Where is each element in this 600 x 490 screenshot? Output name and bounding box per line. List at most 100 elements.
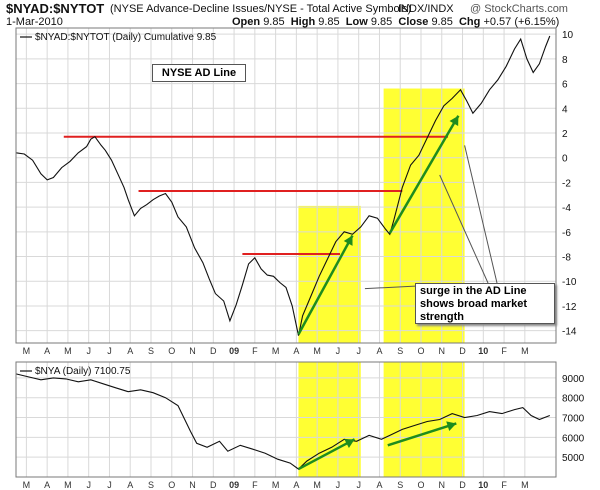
nyse-ad-line-badge: NYSE AD Line <box>152 64 246 82</box>
x-tick-label: D <box>459 480 466 490</box>
legend-label: $NYAD:$NYTOT (Daily) Cumulative 9.85 <box>35 32 217 43</box>
chg-label: Chg <box>458 16 481 28</box>
price-series-line <box>15 373 550 470</box>
x-tick-label: 09 <box>229 346 239 356</box>
y-tick-label: 6 <box>562 80 568 91</box>
trend-arrow-shaft <box>387 422 457 447</box>
x-tick-label: 10 <box>478 346 488 356</box>
symbol-title: $NYAD:$NYTOT <box>6 1 105 16</box>
watermark: @ StockCharts.com <box>470 3 568 15</box>
x-tick-label: A <box>44 346 50 356</box>
x-tick-label: N <box>189 346 196 356</box>
exchange-label: INDX/INDX <box>398 3 454 15</box>
x-tick-label: M <box>272 480 280 490</box>
x-tick-label: S <box>397 346 403 356</box>
x-tick-label: O <box>417 346 424 356</box>
x-tick-label: M <box>64 346 72 356</box>
x-tick-label: J <box>336 346 341 356</box>
open-label: Open <box>232 16 261 28</box>
close-value: 9.85 <box>431 16 453 28</box>
x-tick-label: A <box>127 480 133 490</box>
open-value: 9.85 <box>263 16 285 28</box>
annotation-line-1: surge in the AD Line <box>420 285 527 297</box>
trend-arrow-shaft <box>297 438 356 471</box>
x-tick-label: A <box>376 480 382 490</box>
trend-arrow-shaft <box>388 115 460 234</box>
y-tick-label: -2 <box>562 178 571 189</box>
y-tick-label: 6000 <box>562 433 585 444</box>
x-tick-label: J <box>86 480 91 490</box>
y-tick-label: 10 <box>562 30 574 41</box>
x-tick-label: O <box>168 480 175 490</box>
x-tick-label: J <box>86 346 91 356</box>
y-tick-label: -10 <box>562 277 577 288</box>
y-tick-label: -12 <box>562 302 577 313</box>
highlight-zone <box>298 362 361 477</box>
trend-arrow-head <box>344 439 355 448</box>
y-tick-label: 9000 <box>562 374 585 385</box>
annotation-line-3: strength <box>420 311 464 323</box>
x-tick-label: O <box>417 480 424 490</box>
x-tick-label: N <box>439 346 446 356</box>
y-tick-label: 2 <box>562 129 568 140</box>
x-tick-label: S <box>397 480 403 490</box>
y-tick-label: -14 <box>562 327 577 338</box>
symbol-description: (NYSE Advance-Decline Issues/NYSE - Tota… <box>110 3 412 15</box>
x-tick-label: M <box>272 346 280 356</box>
x-tick-label: F <box>252 346 258 356</box>
x-tick-label: F <box>501 480 507 490</box>
x-tick-label: A <box>293 346 299 356</box>
trend-arrow-head <box>446 421 457 431</box>
x-tick-label: D <box>210 346 217 356</box>
trend-arrow-head <box>449 115 459 126</box>
y-tick-label: 8 <box>562 55 568 66</box>
x-tick-label: J <box>336 480 341 490</box>
price-series-line <box>15 35 551 336</box>
date-label: 1-Mar-2010 <box>6 16 63 28</box>
annotation-line-2: shows broad market <box>420 298 527 310</box>
y-tick-label: 0 <box>562 154 568 165</box>
trend-arrow-head <box>343 235 353 246</box>
x-tick-label: D <box>210 480 217 490</box>
trend-arrow-shaft <box>297 234 354 335</box>
x-tick-label: O <box>168 346 175 356</box>
x-tick-label: M <box>313 346 321 356</box>
plot-area <box>16 362 556 477</box>
x-tick-label: J <box>356 346 361 356</box>
y-tick-label: 8000 <box>562 394 585 405</box>
annotation-box: surge in the AD Line shows broad market … <box>415 283 555 324</box>
x-tick-label: S <box>148 480 154 490</box>
x-tick-label: M <box>521 346 529 356</box>
highlight-zone <box>383 362 465 477</box>
y-tick-label: 4 <box>562 104 568 115</box>
x-tick-label: M <box>521 480 529 490</box>
x-tick-label: D <box>459 346 466 356</box>
plot-frame <box>15 361 557 478</box>
ad-line-panel: -14 -12 -10 -8 -6 -4 -2 0 2 4 6 8 10 M A M J J A S O N D 09 F M A M… <box>15 27 577 356</box>
annotation-pointer <box>439 174 489 284</box>
y-tick-label: -4 <box>562 203 571 214</box>
y-tick-label: 5000 <box>562 453 585 464</box>
x-tick-label: A <box>44 480 50 490</box>
legend-label: $NYA (Daily) 7100.75 <box>35 366 131 377</box>
x-tick-label: M <box>23 346 31 356</box>
x-tick-label: A <box>127 346 133 356</box>
y-tick-label: -6 <box>562 228 571 239</box>
x-tick-label: 09 <box>229 480 239 490</box>
y-tick-label: -8 <box>562 253 571 264</box>
low-label: Low <box>345 16 368 28</box>
x-tick-label: M <box>64 480 72 490</box>
y-tick-label: 7000 <box>562 414 585 425</box>
close-label: Close <box>398 16 429 28</box>
x-tick-label: S <box>148 346 154 356</box>
low-value: 9.85 <box>370 16 393 28</box>
x-tick-label: F <box>501 346 507 356</box>
x-tick-label: A <box>376 346 382 356</box>
x-tick-label: 10 <box>478 480 488 490</box>
high-label: High <box>290 16 316 28</box>
x-tick-label: J <box>107 480 112 490</box>
x-tick-label: M <box>23 480 31 490</box>
x-tick-label: A <box>293 480 299 490</box>
